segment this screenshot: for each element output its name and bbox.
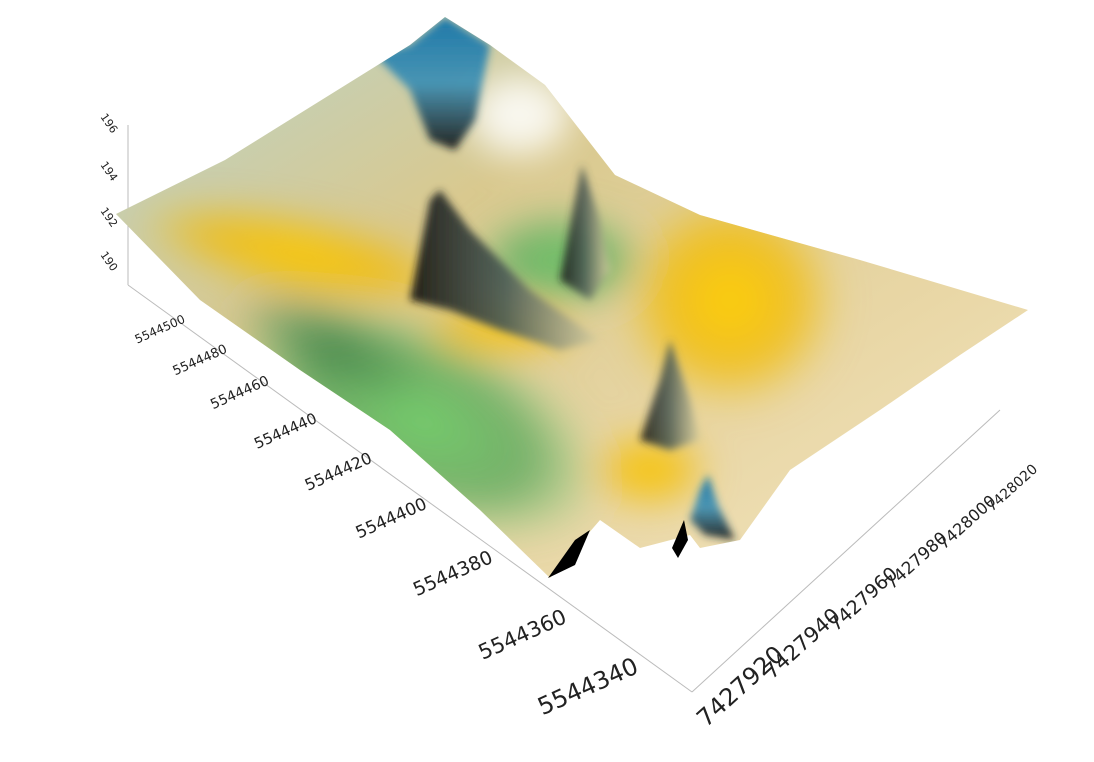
y-tick-label: 5544400 <box>353 494 430 543</box>
z-tick-label: 194 <box>97 159 120 184</box>
y-tick-label: 5544500 <box>133 312 188 347</box>
y-tick-label: 5544460 <box>208 373 271 413</box>
x-axis-line <box>691 409 1001 693</box>
white-top <box>470 75 570 155</box>
z-tick-labels: 190 192 194 196 <box>97 111 120 274</box>
peak-center-ridge <box>410 190 600 350</box>
peak-lower-ridge <box>640 340 700 450</box>
yellow-band-left <box>133 202 467 308</box>
peak-right-ridge <box>560 165 610 300</box>
z-tick-label: 196 <box>97 111 120 136</box>
surface-edge-shadow-2 <box>672 520 688 558</box>
surface-edge-shadow <box>548 530 590 578</box>
axis-lines <box>127 125 1001 693</box>
peak-small-ridge <box>690 475 735 540</box>
y-tick-label: 5544440 <box>251 409 319 453</box>
surface <box>116 17 1028 578</box>
peak-top-ridge <box>375 17 490 150</box>
y-tick-label: 5544480 <box>171 342 230 379</box>
z-tick-label: 192 <box>97 205 120 230</box>
y-tick-label: 5544340 <box>533 652 642 721</box>
y-tick-label: 5544420 <box>302 448 375 494</box>
yellow-lower <box>590 430 710 510</box>
y-axis-line <box>127 284 693 693</box>
yellow-ring-right <box>620 190 840 410</box>
y-tick-label: 5544360 <box>475 605 570 665</box>
dark-green-lower <box>228 283 432 407</box>
x-tick-label: 7428020 <box>984 461 1041 515</box>
y-tick-label: 5544380 <box>410 546 496 601</box>
z-tick-label: 190 <box>97 249 120 274</box>
